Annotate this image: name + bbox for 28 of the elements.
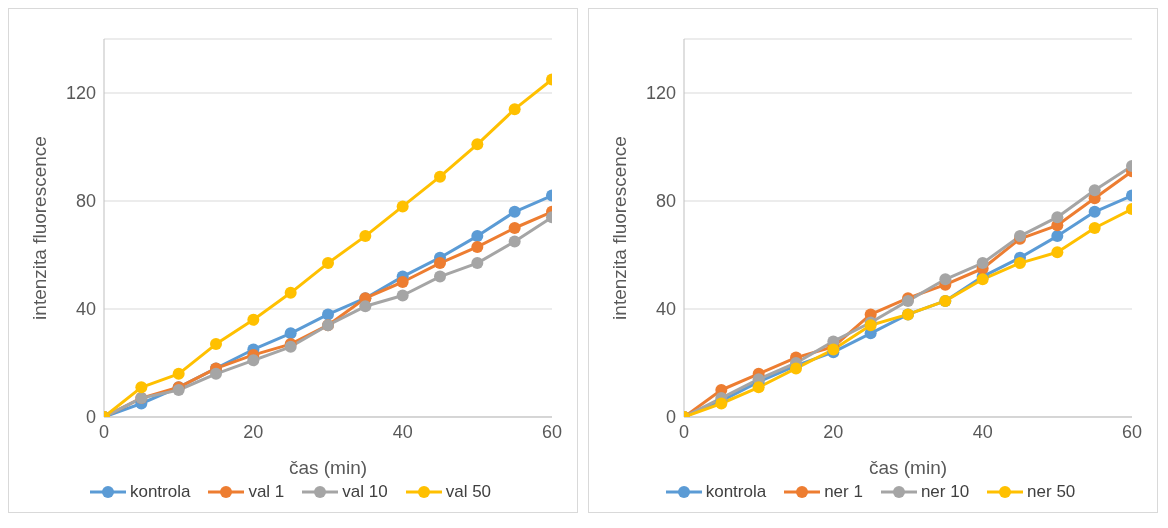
y-axis-title: intenzita fluorescence (28, 136, 50, 320)
y-tick-label: 40 (75, 299, 96, 320)
legend-label: kontrola (705, 482, 767, 502)
y-tick-label: 120 (65, 83, 96, 104)
x-tick-label: 0 (98, 421, 110, 442)
y-tick-label: 120 (645, 83, 676, 104)
legend-label: ner 50 (1027, 482, 1076, 502)
y-tick-label: 0 (85, 407, 96, 428)
x-tick-label: 0 (678, 421, 690, 442)
x-axis-title: čas (min) (868, 457, 948, 478)
x-tick-label: 20 (823, 421, 844, 442)
x-tick-label: 20 (243, 421, 264, 442)
x-tick-label: 40 (972, 421, 993, 442)
legend-label: ner 10 (920, 482, 970, 502)
y-tick-label: 40 (655, 299, 676, 320)
x-tick-label: 60 (1121, 421, 1143, 442)
y-tick-label: 80 (655, 191, 676, 212)
legend-label: val 10 (342, 482, 388, 502)
legend-label: val 50 (445, 482, 492, 502)
legend-label: ner 1 (824, 482, 863, 502)
x-tick-label: 40 (392, 421, 413, 442)
y-tick-label: 80 (75, 191, 96, 212)
y-tick-label: 0 (665, 407, 676, 428)
y-axis-title: intenzita fluorescence (608, 136, 630, 320)
x-tick-label: 60 (541, 421, 563, 442)
legend-label: val 1 (248, 482, 285, 502)
x-axis-title: čas (min) (288, 457, 368, 478)
legend-label: kontrola (129, 482, 191, 502)
